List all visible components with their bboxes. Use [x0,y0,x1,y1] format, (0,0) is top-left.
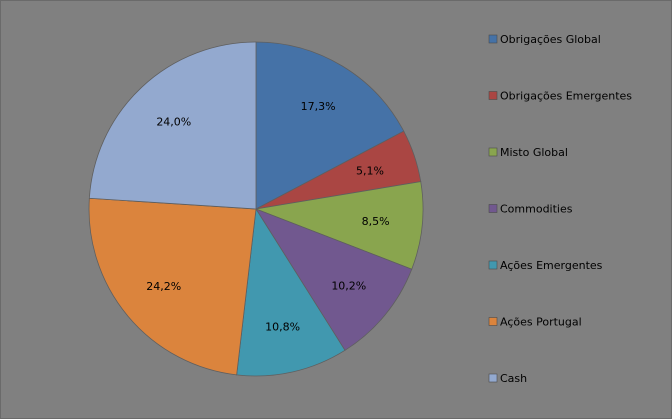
pie-data-label-3: 8,5% [362,215,390,228]
pie-data-label-4: 10,2% [331,279,366,292]
pie-data-label-6: 24,2% [146,280,181,293]
pie-data-label-1: 17,3% [301,100,336,113]
legend-swatch-6 [488,317,498,326]
legend-label-4: Commodities [500,203,573,216]
legend-label-3: Misto Global [500,146,568,159]
legend-swatch-7 [488,373,498,383]
pie-data-labels: 17,3% 5,1% 8,5% 10,2% 10,8% 24,2% 24,0% [146,100,389,333]
pie-data-label-7: 24,0% [156,115,191,128]
legend-label-2: Obrigações Emergentes [500,90,632,103]
legend: Obrigações Global Obrigações Emergentes Mi… [488,33,632,385]
pie-data-label-5: 10,8% [265,320,300,333]
legend-swatch-1 [488,34,498,44]
pie-slice-7 [88,41,257,210]
legend-label-7: Cash [500,372,527,385]
pie-slice-5 [236,207,346,377]
pie-data-label-2: 5,1% [356,165,384,178]
pie-slice-6 [88,197,257,376]
legend-label-6: Ações Portugal [500,316,582,329]
legend-swatch-4 [488,204,498,213]
legend-label-1: Obrigações Global [500,33,601,46]
legend-label-5: Ações Emergentes [500,259,603,272]
legend-swatch-2 [488,91,498,100]
legend-swatch-3 [488,147,498,157]
pie-slice-3 [254,181,424,270]
legend-swatch-5 [488,260,498,270]
pie-slice-4 [255,208,413,351]
pie-slices [88,41,424,377]
pie-slice-1 [255,41,405,210]
